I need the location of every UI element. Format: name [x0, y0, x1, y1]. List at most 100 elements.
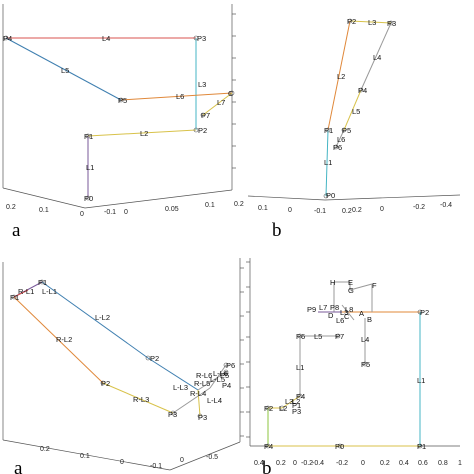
panel-c-link-r-l4: [172, 387, 211, 414]
panel-a-joint: [85, 195, 91, 201]
panel-d-point-label: P3: [292, 407, 301, 416]
panel-d-tick-label: -0.2: [301, 460, 313, 467]
panel-a-point-label: P4: [3, 34, 12, 43]
panel-c-joint: [145, 355, 151, 361]
panel-a-tick-label: 0.05: [165, 206, 179, 213]
panel-d-link-label: L4: [361, 335, 369, 344]
panel-c-joint: [197, 413, 203, 419]
panel-a-joint: [193, 127, 199, 133]
panel-a-link-l7: [202, 92, 233, 116]
panel-b-link-l2: [327, 20, 351, 131]
panel-b-point-label: P3: [387, 19, 396, 28]
panel-b-link-label: L4: [373, 53, 381, 62]
panel-d-joint: [417, 309, 423, 315]
panel-c-link-l-l3: [147, 357, 199, 391]
panel-a-link-label: L6: [176, 92, 184, 101]
panel-d-joint: [265, 443, 271, 449]
panel-b-tick-label: 0.2: [234, 201, 244, 208]
panel-c-link-label: L-L1: [42, 287, 57, 296]
panel-c-joint: [223, 362, 229, 368]
panel-a-point-label: P5: [118, 96, 127, 105]
panel-d-point-label: H: [330, 278, 335, 287]
panel-a-y-axis: [84, 189, 233, 209]
panel-b-joint: [333, 144, 339, 150]
panel-c-point-label: P6: [226, 361, 235, 370]
panel-c-tick-label: -0.5: [206, 454, 218, 461]
panel-a-link-l5: [5, 37, 122, 101]
panel-d-joint: [265, 405, 271, 411]
panel-a-joint: [200, 112, 206, 118]
panel-b-tick-label: 0.2: [352, 207, 362, 214]
panel-d-point-label: G: [348, 286, 354, 295]
panel-a-tick-label: 0: [80, 211, 84, 218]
panel-b-link-l4: [360, 22, 392, 91]
panel-c-point-label: P2: [101, 379, 110, 388]
panel-d-point-label: P2: [420, 308, 429, 317]
panel-c-joint: [39, 279, 45, 285]
panel-d-point-label: P8: [330, 303, 339, 312]
panel-c-x-axis: [2, 439, 171, 471]
panel-c: 0.2 0.1 0 -0.1 0 -0.5 P1 P1 P2 P2 P3 P3: [2, 258, 244, 474]
panel-d-link-label: L1: [417, 376, 425, 385]
panel-d-point-label: P1: [417, 442, 426, 451]
panel-d-point-label: P2: [264, 404, 273, 413]
panel-b-link-l3: [349, 20, 392, 24]
panel-d-joint: [362, 361, 368, 367]
panel-a-point-label: P1: [84, 132, 93, 141]
panel-c-link-label: L-L3: [173, 383, 188, 392]
panel-d-link-l3-left: [281, 395, 301, 409]
panel-b-tick-label: 0.2: [342, 208, 352, 215]
panel-b-point-label: P4: [358, 86, 367, 95]
panel-d: 0.4 0.2 0 -0.2 -0.4 -0.2 0 0.2 0.4 0.6 0…: [246, 258, 462, 474]
panel-b-y-axis: [324, 194, 461, 201]
panel-c-point-label: P3: [198, 413, 207, 422]
panel-a-point-label: C: [228, 89, 234, 98]
panel-b-joint: [325, 127, 331, 133]
panel-c-link-label: R-L3: [133, 395, 149, 404]
panel-b-link-l1: [325, 129, 329, 197]
panel-c-link-label: R-L6: [196, 371, 212, 380]
panel-c-tick-label: 0.1: [80, 453, 90, 460]
panel-c-letter: a: [14, 458, 23, 474]
panel-d-tick-label: 0.6: [418, 460, 428, 467]
panel-d-link-label: L8: [345, 305, 353, 314]
panel-b-link-label: L1: [324, 158, 332, 167]
panel-d-tick-label: -0.4: [312, 460, 324, 467]
panel-b-tick-label: 0: [380, 206, 384, 213]
panel-d-tick-label: 0.4: [254, 460, 264, 467]
panel-a: 0.2 0.1 0 -0.1 0 0.05 0.1 P4 P3 P5 C P7 …: [2, 4, 236, 241]
panel-a-tick-label: 0: [124, 209, 128, 216]
panel-c-link-l-l5: [197, 371, 227, 391]
panel-d-tick-label: 0.8: [438, 460, 448, 467]
panel-d-point-label: B: [367, 315, 372, 324]
panel-d-link-label: L3: [285, 397, 293, 406]
panel-b-point-label: P5: [342, 126, 351, 135]
panel-b-tick-label: -0.1: [314, 208, 326, 215]
panel-c-link-label: R-L5: [194, 379, 210, 388]
panel-d-link-label: L2: [279, 404, 287, 413]
panel-a-tick-label: 0.2: [6, 204, 16, 211]
panel-a-joint: [3, 35, 9, 41]
panel-a-letter: a: [12, 220, 21, 241]
panel-a-link-label: L3: [198, 80, 206, 89]
panel-c-tick-label: 0.2: [40, 446, 50, 453]
panel-d-point-label: E: [348, 278, 353, 287]
panel-a-link-label: L4: [102, 34, 110, 43]
panel-b-joint: [323, 193, 329, 199]
panel-b-point-label: P2: [347, 17, 356, 26]
panel-b-link-l5: [343, 89, 362, 131]
panel-b-link-label: L2: [337, 72, 345, 81]
panel-b-joint: [347, 18, 353, 24]
panel-c-joint: [100, 380, 106, 386]
panel-d-point-label: P0: [335, 442, 344, 451]
panel-c-link-r-l3: [102, 382, 174, 414]
panel-c-link-label: L-L6: [213, 369, 228, 378]
panel-a-joint: [193, 35, 199, 41]
panel-a-point-label: P0: [84, 194, 93, 203]
panel-a-link-l2: [87, 129, 197, 137]
panel-d-point-label: D: [328, 311, 334, 320]
panel-d-link-l6: [341, 304, 355, 321]
panel-a-joint: [85, 133, 91, 139]
panel-c-link-l-l2: [41, 281, 149, 359]
